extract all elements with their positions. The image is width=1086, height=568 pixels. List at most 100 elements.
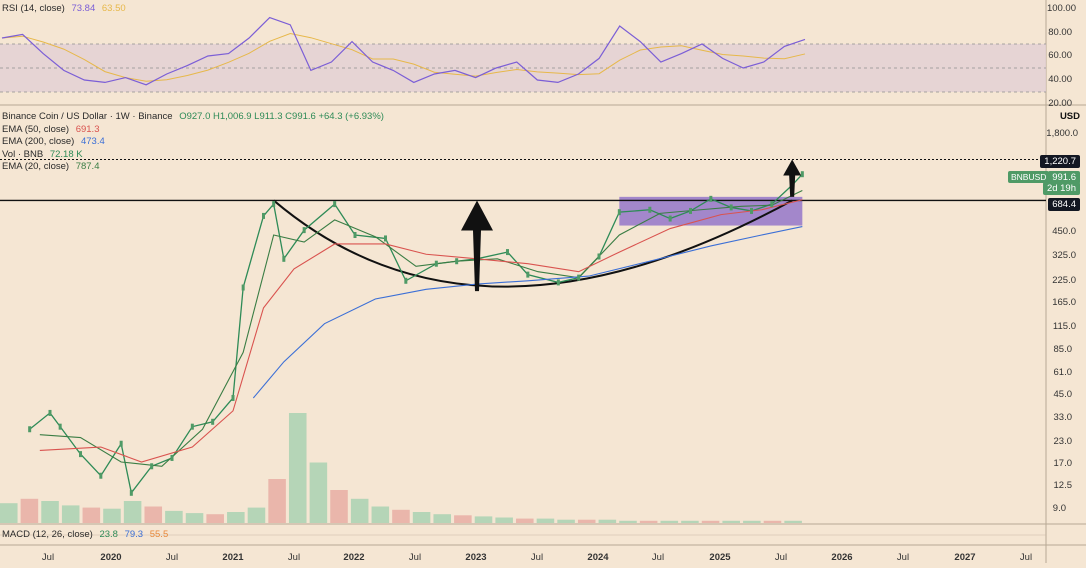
rsi-title: RSI (14, close) bbox=[2, 3, 65, 14]
price-point bbox=[526, 271, 530, 278]
rsi-axis-tick: 40.00 bbox=[1048, 74, 1072, 85]
price-point bbox=[556, 279, 560, 286]
price-axis-tick: 12.5 bbox=[1053, 480, 1073, 491]
volume-bar bbox=[330, 490, 348, 523]
price-point bbox=[58, 423, 62, 430]
time-axis-label: 2025 bbox=[709, 552, 731, 563]
volume-bar bbox=[598, 519, 617, 523]
volume-bar bbox=[536, 518, 555, 523]
breakout-arrow bbox=[461, 200, 493, 292]
volume-bar bbox=[123, 501, 142, 523]
ema200-value: 473.4 bbox=[80, 136, 105, 147]
symbol-tag: BNBUSD bbox=[1008, 171, 1050, 183]
macd-value: 23.8 bbox=[99, 529, 118, 540]
price-point bbox=[48, 409, 52, 416]
ema20-label: EMA (20, close) bbox=[2, 161, 70, 172]
price-point bbox=[770, 201, 774, 208]
volume-value: 72.18 K bbox=[49, 149, 83, 160]
volume-bar bbox=[743, 520, 761, 523]
rsi-ma-line bbox=[1, 32, 806, 82]
macd-title: MACD (12, 26, close) bbox=[2, 529, 93, 540]
volume-bar bbox=[557, 519, 575, 523]
volume-bar bbox=[82, 507, 101, 523]
price-point bbox=[800, 171, 804, 178]
volume-bar bbox=[247, 507, 266, 523]
volume-bar bbox=[350, 498, 369, 523]
macd-legend[interactable]: MACD (12, 26, close) 23.8 79.3 55.5 bbox=[2, 529, 168, 541]
price-point bbox=[648, 206, 652, 213]
price-point bbox=[750, 207, 753, 214]
support-price-tag: 684.4 bbox=[1048, 198, 1080, 211]
price-point bbox=[689, 207, 692, 214]
price-axis-tick: 165.0 bbox=[1052, 297, 1076, 308]
volume-bar bbox=[784, 520, 802, 523]
ohlc-values: O927.0 H1,006.9 L911.3 C991.6 +64.3 (+6.… bbox=[179, 111, 384, 122]
price-legend[interactable]: Binance Coin / US Dollar · 1W · Binance … bbox=[2, 111, 384, 123]
volume-bar bbox=[185, 513, 204, 523]
time-axis-label: 2020 bbox=[100, 552, 122, 563]
macd-hist-value: 55.5 bbox=[149, 529, 169, 540]
price-axis-tick: 325.0 bbox=[1052, 250, 1076, 261]
time-axis-label: 2027 bbox=[954, 552, 976, 563]
ema200-label: EMA (200, close) bbox=[2, 136, 75, 147]
price-axis-tick: 23.0 bbox=[1053, 436, 1073, 447]
ema50-value: 691.3 bbox=[75, 124, 100, 135]
volume-bar bbox=[165, 510, 183, 523]
rsi-ma-value: 63.50 bbox=[101, 3, 126, 14]
volume-bar bbox=[722, 520, 740, 523]
ema50-legend[interactable]: EMA (50, close) 691.3 bbox=[2, 124, 99, 136]
volume-bar bbox=[309, 462, 328, 523]
price-axis-tick: 61.0 bbox=[1053, 367, 1073, 378]
macd-signal-value: 79.3 bbox=[124, 529, 144, 540]
price-point bbox=[129, 489, 133, 496]
price-point bbox=[241, 284, 245, 291]
price-point bbox=[709, 195, 713, 202]
price-point bbox=[170, 454, 174, 461]
volume-bar bbox=[227, 512, 245, 523]
volume-bar bbox=[20, 498, 39, 523]
price-point bbox=[262, 212, 265, 219]
time-axis-label: Jul bbox=[774, 552, 788, 563]
volume-bar bbox=[392, 509, 410, 523]
price-point bbox=[384, 235, 387, 242]
volume-bar bbox=[288, 413, 307, 523]
rsi-legend[interactable]: RSI (14, close) 73.84 63.50 bbox=[2, 3, 126, 15]
volume-bar bbox=[639, 520, 658, 523]
volume-bar bbox=[371, 506, 390, 523]
price-point bbox=[79, 451, 82, 458]
price-axis-tick: 9.0 bbox=[1052, 503, 1066, 514]
ema20-legend[interactable]: EMA (20, close) 787.4 bbox=[2, 161, 99, 173]
price-axis-tick: 225.0 bbox=[1052, 275, 1076, 286]
rsi-axis-tick: 100.00 bbox=[1046, 3, 1076, 14]
series-line-ema-20-close- bbox=[39, 190, 803, 467]
price-point bbox=[729, 204, 733, 211]
time-axis-label: 2023 bbox=[465, 552, 487, 563]
time-axis-label: 2024 bbox=[587, 552, 609, 563]
series-line-ema-50-close- bbox=[39, 199, 803, 463]
volume-bar bbox=[454, 515, 472, 523]
price-point bbox=[119, 440, 123, 447]
cup-pattern-curve bbox=[273, 199, 793, 288]
volume-bar bbox=[41, 501, 59, 523]
price-point bbox=[455, 258, 459, 265]
volume-bar bbox=[495, 517, 513, 523]
time-axis-label: Jul bbox=[530, 552, 544, 563]
price-point bbox=[211, 418, 215, 425]
ema200-legend[interactable]: EMA (200, close) 473.4 bbox=[2, 136, 105, 148]
volume-bar bbox=[681, 520, 699, 523]
last-price-tag: 991.6 bbox=[1048, 171, 1080, 184]
currency-label[interactable]: USD bbox=[1059, 111, 1080, 122]
price-point bbox=[190, 423, 194, 430]
volume-bar bbox=[516, 518, 534, 523]
rsi-axis-tick: 60.00 bbox=[1048, 50, 1072, 61]
time-axis-label: 2022 bbox=[343, 552, 365, 563]
time-axis-label: Jul bbox=[41, 552, 55, 563]
volume-bar bbox=[701, 520, 720, 523]
volume-bar bbox=[103, 508, 121, 523]
price-point bbox=[333, 201, 337, 208]
price-point bbox=[577, 274, 581, 281]
volume-legend[interactable]: Vol · BNB 72.18 K bbox=[2, 149, 83, 161]
volume-bar bbox=[0, 503, 18, 523]
